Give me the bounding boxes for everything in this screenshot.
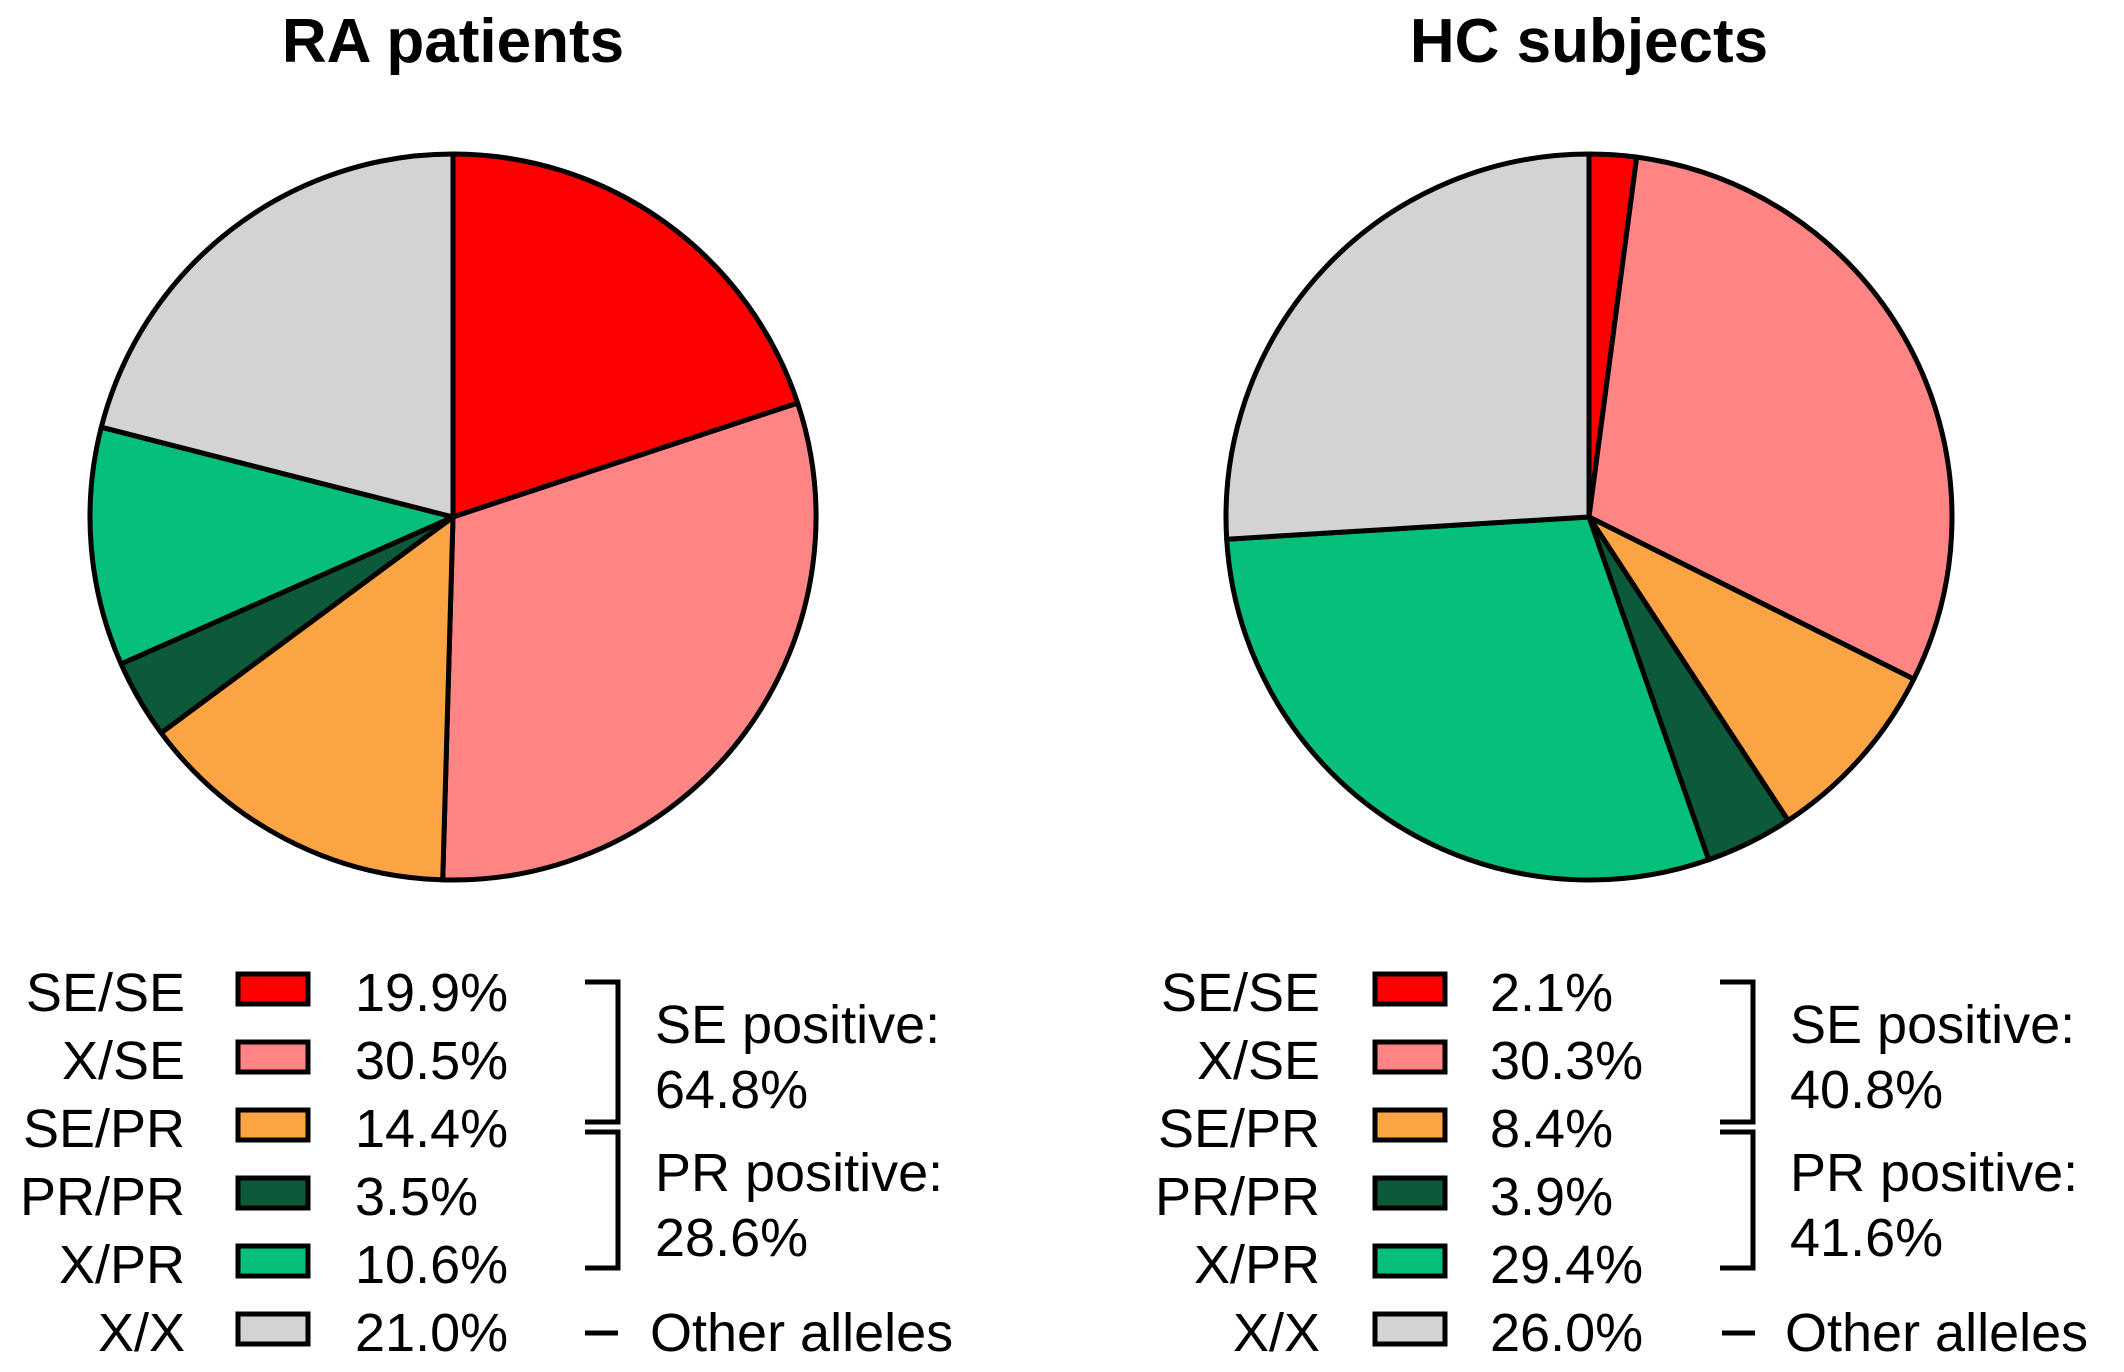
se-positive-value: 40.8%	[1790, 1060, 1943, 1120]
pie-slice-x-x	[1223, 151, 1592, 542]
legend-category-label: X/X	[1233, 1303, 1320, 1363]
hc-subjects-panel: HC subjects SE/SE X/SE SE/PR PR/PR X/PR …	[1155, 7, 2088, 1363]
legend-category-label: SE/SE	[1161, 963, 1320, 1023]
pr-positive-label: PR positive:	[1790, 1143, 2078, 1203]
pie-slice-se-se	[450, 151, 801, 520]
ra-patients-title: RA patients	[282, 7, 624, 76]
other-alleles-label: Other alleles	[1785, 1303, 2088, 1363]
pie-slice-x-se	[1586, 154, 1955, 682]
legend-swatch-x-se	[235, 1039, 311, 1075]
ra-patients-legend: SE/SE X/SE SE/PR PR/PR X/PR X/X 19.9% 30…	[20, 963, 953, 1363]
other-alleles-label: Other alleles	[650, 1303, 953, 1363]
legend-category-label: SE/PR	[1158, 1099, 1320, 1159]
legend-category-label: X/SE	[1197, 1031, 1320, 1091]
pie-slice-se-pr	[158, 514, 456, 883]
pr-positive-bracket	[585, 1129, 621, 1271]
legend-value-label: 3.9%	[1490, 1167, 1613, 1227]
se-positive-bracket	[1720, 979, 1756, 1125]
legend-value-label: 30.5%	[355, 1031, 508, 1091]
legend-category-label: X/PR	[1194, 1235, 1320, 1295]
legend-category-label: PR/PR	[1155, 1167, 1320, 1227]
legend-swatch-se-pr	[1372, 1107, 1448, 1143]
legend-swatch-se-se	[1372, 971, 1448, 1007]
legend-value-label: 8.4%	[1490, 1099, 1613, 1159]
legend-category-label: X/X	[98, 1303, 185, 1363]
hc-subjects-legend: SE/SE X/SE SE/PR PR/PR X/PR X/X 2.1% 30.…	[1155, 963, 2088, 1363]
pie-slice-se-pr	[1586, 514, 1917, 824]
legend-value-label: 21.0%	[355, 1303, 508, 1363]
legend-value-label: 3.5%	[355, 1167, 478, 1227]
legend-value-label: 26.0%	[1490, 1303, 1643, 1363]
legend-swatch-se-pr	[235, 1107, 311, 1143]
se-positive-label: SE positive:	[655, 995, 940, 1055]
ra-patients-panel: RA patients SE/SE X/SE SE/PR PR/PR X/PR …	[20, 7, 953, 1363]
se-positive-value: 64.8%	[655, 1060, 808, 1120]
legend-value-label: 30.3%	[1490, 1031, 1643, 1091]
legend-category-label: X/PR	[59, 1235, 185, 1295]
pie-slice-x-pr	[87, 424, 456, 667]
hc-subjects-pie	[1223, 151, 1955, 883]
legend-swatch-x-x	[235, 1311, 311, 1347]
pr-positive-bracket	[1720, 1129, 1756, 1271]
legend-value-label: 14.4%	[355, 1099, 508, 1159]
pr-positive-value: 41.6%	[1790, 1208, 1943, 1268]
pr-positive-value: 28.6%	[655, 1208, 808, 1268]
legend-category-label: SE/SE	[26, 963, 185, 1023]
se-positive-label: SE positive:	[1790, 995, 2075, 1055]
legend-value-label: 19.9%	[355, 963, 508, 1023]
legend-category-label: SE/PR	[23, 1099, 185, 1159]
legend-swatch-x-se	[1372, 1039, 1448, 1075]
legend-swatch-x-pr	[1372, 1243, 1448, 1279]
pie-slice-x-x	[98, 151, 456, 520]
ra-patients-pie	[87, 151, 819, 883]
legend-value-label: 29.4%	[1490, 1235, 1643, 1295]
legend-swatch-pr-pr	[235, 1175, 311, 1211]
pr-positive-label: PR positive:	[655, 1143, 943, 1203]
legend-value-label: 2.1%	[1490, 963, 1613, 1023]
legend-category-label: X/SE	[62, 1031, 185, 1091]
legend-swatch-x-x	[1372, 1311, 1448, 1347]
se-positive-bracket	[585, 979, 621, 1125]
legend-swatch-se-se	[235, 971, 311, 1007]
legend-swatch-pr-pr	[1372, 1175, 1448, 1211]
legend-swatch-x-pr	[235, 1243, 311, 1279]
legend-category-label: PR/PR	[20, 1167, 185, 1227]
legend-value-label: 10.6%	[355, 1235, 508, 1295]
hc-subjects-title: HC subjects	[1410, 7, 1768, 76]
pie-slice-x-se	[440, 400, 819, 883]
pie-slice-x-pr	[1224, 514, 1712, 883]
